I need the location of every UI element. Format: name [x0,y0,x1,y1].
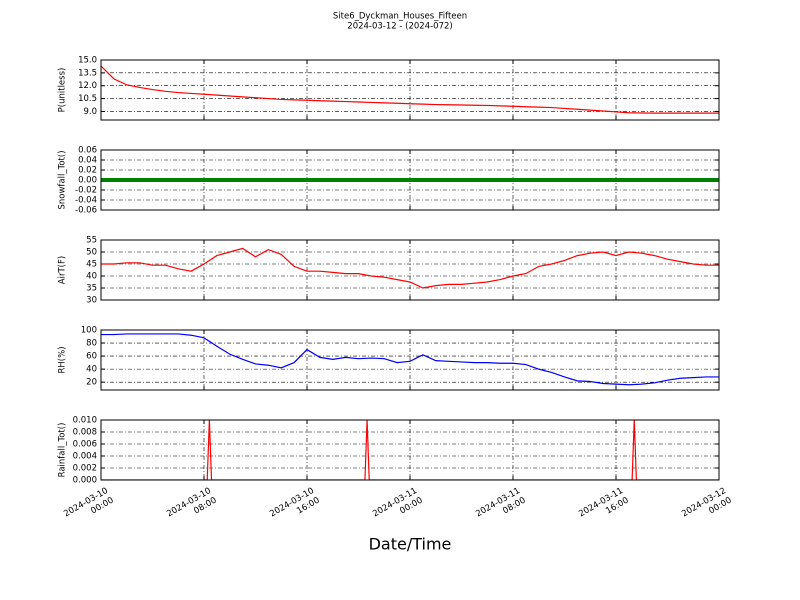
data-line [101,333,719,386]
y-tick-label: 45 [86,260,97,270]
x-axis-label: Date/Time [369,535,452,554]
y-tick-label: 50 [86,248,97,258]
data-line [101,420,719,480]
y-axis-label: Snowfall_Tot() [58,150,68,209]
axes-frame [100,149,720,211]
axes-frame [100,419,720,481]
y-axis-label: Rainfall_Tot() [58,423,68,478]
data-line [101,247,719,289]
y-tick-label: -0.06 [75,206,97,216]
y-tick-label: 55 [86,236,97,246]
y-tick-label: 100 [81,326,97,336]
y-tick-label: 40 [86,272,97,282]
y-tick-label: 0.002 [73,464,97,474]
y-tick-label: 20 [86,378,97,388]
y-axis-label: P(unitless) [58,68,68,113]
y-tick-label: 30 [86,296,97,306]
y-axis-label: AirT(F) [58,256,68,284]
y-tick-label: 0.008 [73,428,97,438]
y-tick-label: 13.5 [78,68,97,78]
chart-subtitle: 2024-03-12 - (2024-072) [347,22,452,32]
y-tick-label: 0.010 [73,416,97,426]
axes-frame [100,59,720,121]
y-tick-label: 0.06 [78,146,97,156]
y-tick-label: 40 [86,365,97,375]
axes-frame [100,239,720,301]
y-tick-label: 0.00 [78,176,97,186]
y-tick-label: 0.004 [73,452,97,462]
y-tick-label: -0.02 [75,186,97,196]
y-tick-label: 80 [86,339,97,349]
y-tick-label: 0.006 [73,440,97,450]
y-tick-label: 0.04 [78,156,97,166]
y-tick-label: 15.0 [78,56,97,66]
y-tick-label: 12.0 [78,81,97,91]
y-axis-label: RH(%) [58,346,68,373]
y-tick-label: 0.02 [78,166,97,176]
axes-frame [100,329,720,391]
y-tick-label: 0.000 [73,476,97,486]
y-tick-label: 35 [86,284,97,294]
y-tick-label: 9.0 [83,107,97,117]
y-tick-label: 10.5 [78,94,97,104]
y-tick-label: 60 [86,352,97,362]
data-line [101,65,719,114]
y-tick-label: -0.04 [75,196,97,206]
chart-title: Site6_Dyckman_Houses_Fifteen [333,12,467,22]
